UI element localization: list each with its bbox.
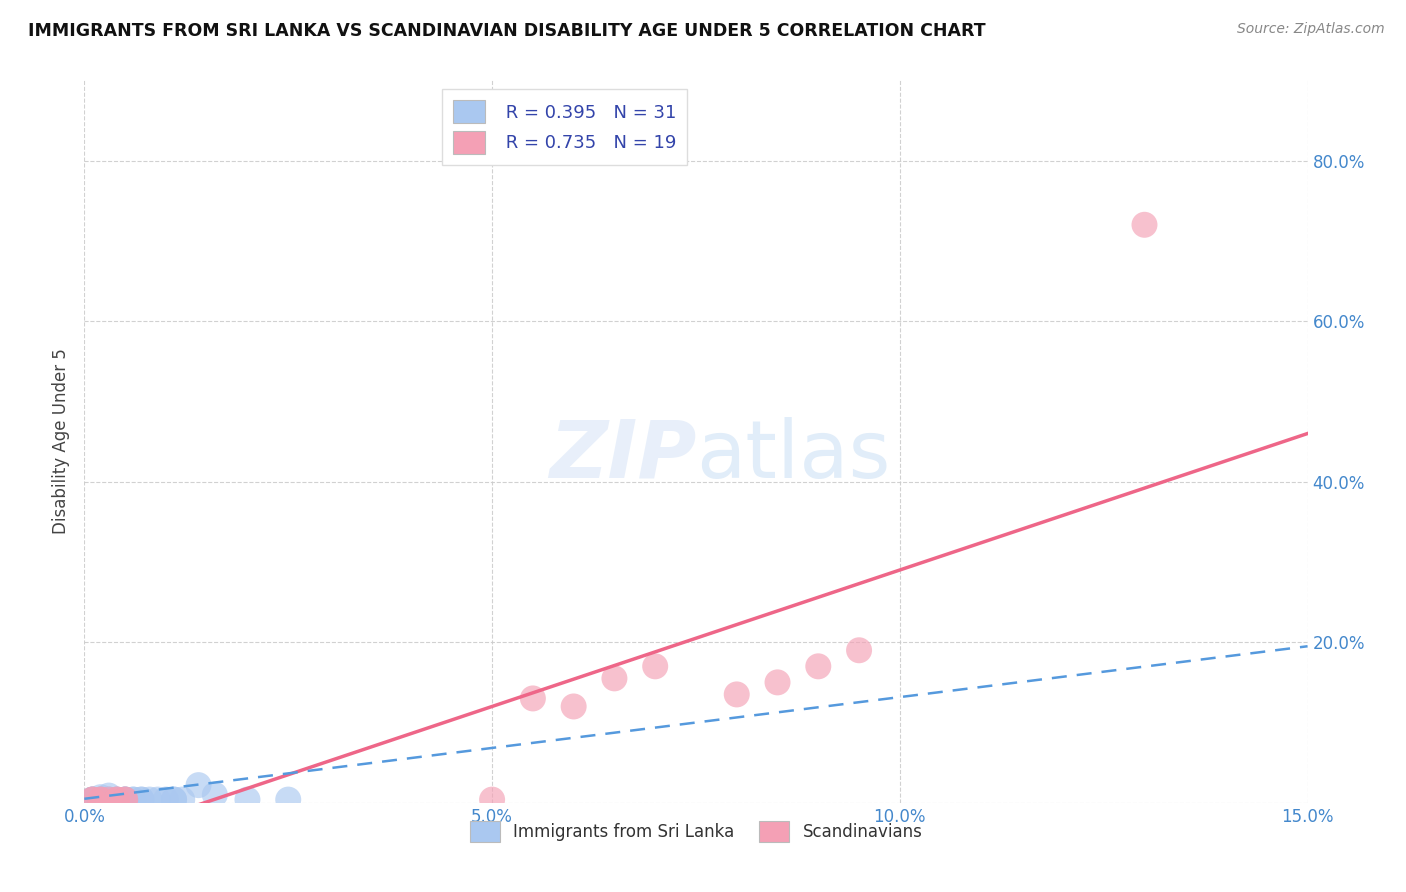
Point [725,687,748,701]
Point [277,792,299,806]
Point [105,792,128,806]
Point [82,792,104,806]
Point [82,792,104,806]
Point [114,792,136,806]
Point [122,792,145,806]
Point [82,792,104,806]
Point [97,792,120,806]
Point [138,792,160,806]
Point [522,691,544,706]
Point [562,699,585,714]
Point [90,792,112,806]
Point [848,643,870,657]
Point [114,792,136,806]
Point [105,792,128,806]
Point [90,790,112,805]
Point [172,792,194,806]
Text: ZIP: ZIP [548,417,696,495]
Point [90,792,112,806]
Point [114,792,136,806]
Point [82,792,104,806]
Point [766,675,789,690]
Point [146,792,169,806]
Text: IMMIGRANTS FROM SRI LANKA VS SCANDINAVIAN DISABILITY AGE UNDER 5 CORRELATION CHA: IMMIGRANTS FROM SRI LANKA VS SCANDINAVIA… [28,22,986,40]
Point [90,792,112,806]
Point [1133,218,1156,232]
Point [90,792,112,806]
Point [97,789,120,803]
Legend: Immigrants from Sri Lanka, Scandinavians: Immigrants from Sri Lanka, Scandinavians [463,814,929,848]
Point [603,671,626,685]
Point [82,792,104,806]
Point [236,792,259,806]
Point [644,659,666,673]
Point [105,792,128,806]
Point [187,778,209,792]
Y-axis label: Disability Age Under 5: Disability Age Under 5 [52,349,70,534]
Point [97,792,120,806]
Point [114,792,136,806]
Point [105,792,128,806]
Point [122,792,145,806]
Point [481,792,503,806]
Point [155,792,177,806]
Text: atlas: atlas [696,417,890,495]
Point [131,792,153,806]
Point [82,792,104,806]
Point [131,792,153,806]
Text: Source: ZipAtlas.com: Source: ZipAtlas.com [1237,22,1385,37]
Point [90,792,112,806]
Point [97,792,120,806]
Point [163,792,186,806]
Point [204,788,226,802]
Point [807,659,830,673]
Point [114,792,136,806]
Point [114,792,136,806]
Point [163,792,186,806]
